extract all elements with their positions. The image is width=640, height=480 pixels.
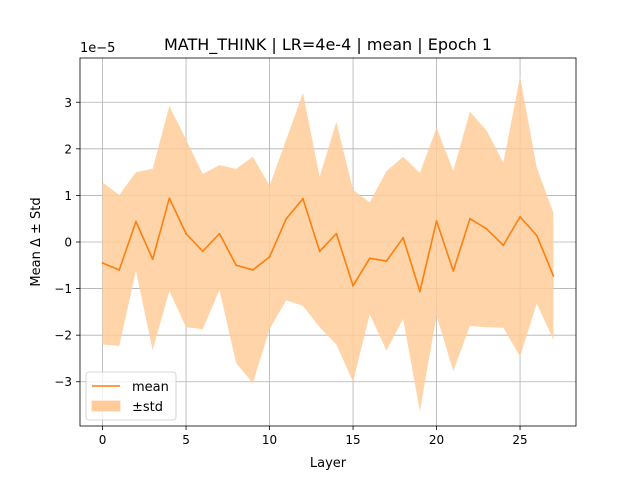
x-tick-label: 0 — [99, 433, 107, 447]
y-tick-label: −1 — [54, 282, 72, 296]
mean-point — [535, 234, 538, 237]
mean-point — [502, 244, 505, 247]
x-axis-label: Layer — [310, 456, 347, 471]
mean-point — [368, 257, 371, 260]
mean-point — [118, 269, 121, 271]
mean-point — [302, 197, 304, 200]
mean-point — [385, 260, 388, 262]
legend-std-label: ±std — [132, 400, 163, 415]
x-tick-label: 5 — [182, 433, 190, 447]
mean-point — [185, 232, 187, 235]
x-tick-label: 20 — [429, 433, 444, 447]
legend: mean ±std — [85, 371, 177, 421]
y-tick-label: −3 — [54, 375, 72, 389]
x-axis: 0 5 10 15 20 25 — [99, 426, 528, 447]
y-tick-label: −2 — [54, 329, 72, 343]
mean-point — [519, 215, 521, 218]
mean-point — [218, 232, 221, 235]
y-tick-label: 2 — [64, 142, 72, 156]
mean-point — [335, 232, 338, 235]
mean-point — [235, 264, 238, 267]
x-tick-label: 10 — [262, 433, 277, 447]
data-points — [101, 197, 555, 293]
mean-point — [168, 197, 171, 200]
mean-point — [101, 262, 104, 264]
mean-point — [201, 250, 204, 253]
mean-point — [402, 236, 405, 239]
mean-point — [285, 217, 288, 220]
std-band — [102, 76, 554, 412]
mean-point — [318, 250, 321, 253]
mean-point — [485, 228, 488, 230]
mean-point — [418, 290, 421, 293]
mean-point — [352, 284, 354, 287]
mean-point — [151, 258, 154, 261]
mean-point — [251, 269, 254, 271]
mean-point — [435, 220, 438, 222]
y-axis-label: Mean Δ ± Std — [29, 197, 44, 286]
y-axis: −3 −2 −1 0 1 2 3 — [54, 96, 80, 389]
x-tick-label: 15 — [345, 433, 360, 447]
y-offset-label: 1e−5 — [80, 41, 115, 56]
chart-title: MATH_THINK | LR=4e-4 | mean | Epoch 1 — [164, 35, 492, 55]
x-tick-label: 25 — [512, 433, 527, 447]
y-tick-label: 0 — [64, 236, 72, 250]
mean-point — [135, 220, 137, 223]
legend-std-swatch — [91, 400, 121, 412]
legend-mean-label: mean — [132, 380, 169, 395]
y-tick-label: 1 — [64, 189, 72, 203]
mean-point — [469, 217, 471, 220]
y-tick-label: 3 — [64, 96, 72, 110]
mean-line — [102, 197, 555, 293]
mean-point — [268, 256, 271, 258]
mean-point — [452, 269, 455, 272]
mean-point — [552, 275, 555, 277]
